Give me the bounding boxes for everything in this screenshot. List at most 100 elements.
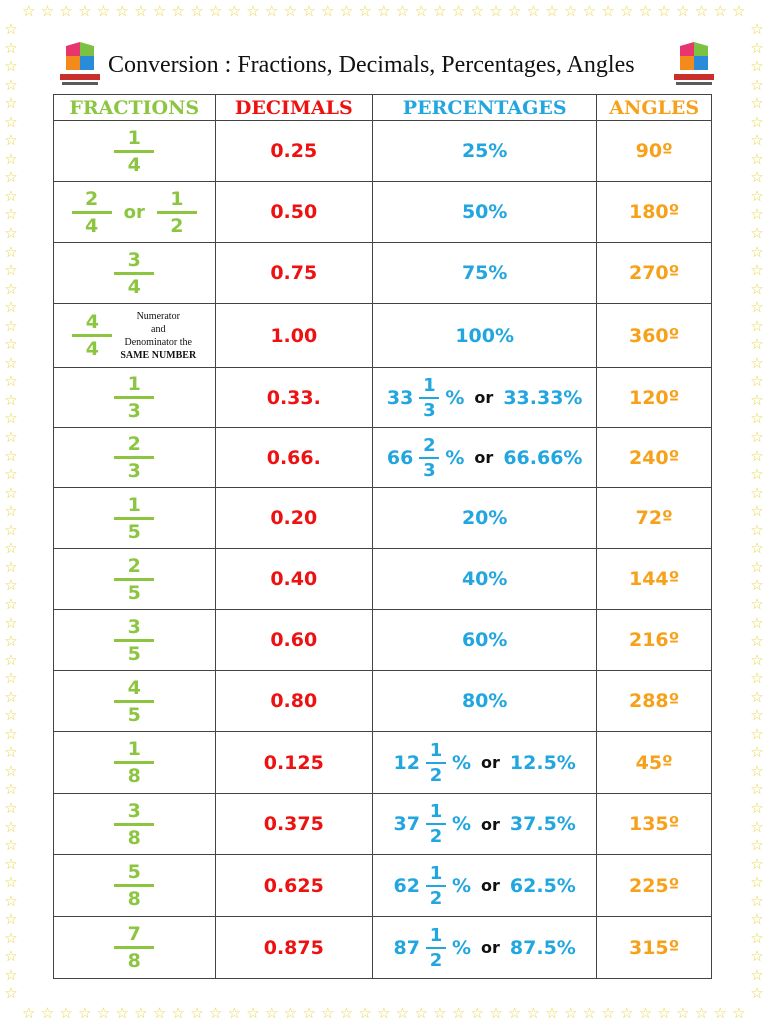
decimal-cell: 0.75: [216, 243, 374, 303]
star-icon: ☆: [732, 2, 746, 20]
star-icon: ☆: [4, 446, 18, 465]
star-icon: ☆: [4, 836, 18, 855]
star-icon: ☆: [750, 38, 764, 57]
fraction-bar: [114, 761, 155, 764]
star-icon: ☆: [750, 891, 764, 910]
star-icon: ☆: [601, 1004, 615, 1022]
star-icon: ☆: [358, 2, 372, 20]
star-icon: ☆: [339, 2, 354, 20]
star-icon: ☆: [750, 20, 764, 38]
angle-value: 45º: [635, 751, 673, 774]
star-icon: ☆: [750, 910, 764, 929]
decimal-cell: 0.125: [216, 732, 374, 793]
percentage-cell: 20%: [373, 488, 598, 548]
star-icon: ☆: [96, 1004, 111, 1022]
table-row: 1 3 0.33. 33 1 3% or 33.33% 120º: [54, 368, 711, 428]
star-icon: ☆: [190, 2, 204, 20]
star-icon: ☆: [750, 57, 764, 76]
star-icon: ☆: [750, 112, 764, 131]
decimal-value: 0.50: [270, 201, 318, 223]
star-icon: ☆: [750, 724, 764, 743]
note-line: Denominator the: [124, 336, 192, 348]
star-icon: ☆: [377, 2, 391, 20]
numerator: 3: [127, 248, 141, 271]
star-icon: ☆: [4, 205, 18, 224]
header-decimals: DECIMALS: [216, 95, 374, 120]
fraction-bar: [114, 699, 155, 703]
percent-sign: %: [445, 446, 465, 469]
denominator: 5: [127, 581, 141, 604]
angle-cell: 45º: [597, 732, 711, 793]
star-icon: ☆: [59, 2, 73, 20]
star-icon: ☆: [414, 1004, 428, 1022]
star-border-left: ☆ ☆ ☆ ☆ ☆ ☆ ☆ ☆ ☆ ☆ ☆ ☆ ☆ ☆ ☆ ☆ ☆ ☆ ☆ ☆ ☆ ☆ ☆ ☆ ☆ ☆ ☆ ☆ ☆ ☆ ☆ ☆ ☆ ☆ ☆ ☆ ☆ ☆ ☆ ☆…: [0, 22, 22, 1002]
decimal-cell: 0.80: [216, 671, 374, 731]
star-icon: ☆: [750, 149, 764, 168]
denominator: 5: [127, 520, 141, 543]
star-icon: ☆: [750, 576, 764, 595]
star-icon: ☆: [4, 594, 18, 613]
star-icon: ☆: [750, 224, 764, 243]
fraction-bar: [114, 271, 155, 275]
numerator: 2: [423, 434, 436, 456]
percentage-cell: 25%: [373, 121, 598, 181]
percent-sign: %: [451, 751, 472, 774]
star-icon: ☆: [4, 557, 18, 576]
decimal-cell: 0.40: [216, 549, 374, 609]
star-icon: ☆: [489, 2, 503, 20]
star-icon: ☆: [750, 798, 764, 817]
star-icon: ☆: [4, 353, 18, 372]
star-icon: ☆: [750, 947, 764, 966]
star-icon: ☆: [750, 520, 764, 539]
table-row: 1 4 0.25 25% 90º: [54, 121, 711, 182]
star-icon: ☆: [563, 2, 578, 20]
star-icon: ☆: [4, 409, 18, 428]
star-icon: ☆: [4, 520, 18, 539]
percentage-value: 75%: [461, 262, 508, 284]
star-icon: ☆: [171, 2, 185, 20]
denominator: 8: [127, 888, 141, 910]
star-icon: ☆: [4, 613, 18, 632]
angle-value: 216º: [628, 629, 680, 651]
decimal-value: 0.875: [263, 936, 324, 959]
star-icon: ☆: [750, 650, 764, 669]
star-icon: ☆: [750, 817, 764, 836]
decimal-value: 1.00: [270, 324, 318, 347]
fraction-bar: [156, 210, 197, 214]
table-row: 3 4 0.75 75% 270º: [54, 243, 711, 304]
percentage-cell: 50%: [373, 182, 598, 242]
star-icon: ☆: [470, 2, 484, 20]
star-icon: ☆: [750, 761, 764, 780]
denominator: 3: [423, 399, 436, 421]
or-label: or: [474, 448, 494, 467]
star-icon: ☆: [246, 1004, 260, 1022]
fraction-bar: [114, 516, 155, 520]
star-icon: ☆: [4, 743, 18, 762]
star-icon: ☆: [22, 1004, 36, 1022]
percentage-mixed: 33 1 3% or 33.33%: [387, 376, 583, 420]
decimal-cell: 0.60: [216, 610, 374, 670]
or-label: or: [123, 201, 145, 223]
denominator: 4: [85, 214, 99, 237]
app-logo-icon: [56, 42, 104, 96]
angle-cell: 288º: [597, 671, 711, 731]
fraction-bar: [114, 577, 155, 581]
fraction-cell: 4 4 Numerator and Denominator the SAME NUMBER: [54, 304, 216, 367]
star-icon: ☆: [115, 2, 129, 20]
star-icon: ☆: [283, 2, 298, 20]
numerator: 4: [127, 676, 141, 699]
star-icon: ☆: [433, 2, 447, 20]
star-icon: ☆: [78, 2, 92, 20]
star-icon: ☆: [4, 650, 18, 669]
percent-sign: %: [451, 874, 472, 897]
star-border-right: ☆ ☆ ☆ ☆ ☆ ☆ ☆ ☆ ☆ ☆ ☆ ☆ ☆ ☆ ☆ ☆ ☆ ☆ ☆ ☆ ☆ ☆ ☆ ☆ ☆ ☆ ☆ ☆ ☆ ☆ ☆ ☆ ☆ ☆ ☆ ☆ ☆ ☆ ☆ ☆…: [746, 22, 768, 1002]
decimal-cell: 0.875: [216, 917, 374, 978]
fraction-bar: [114, 396, 155, 399]
